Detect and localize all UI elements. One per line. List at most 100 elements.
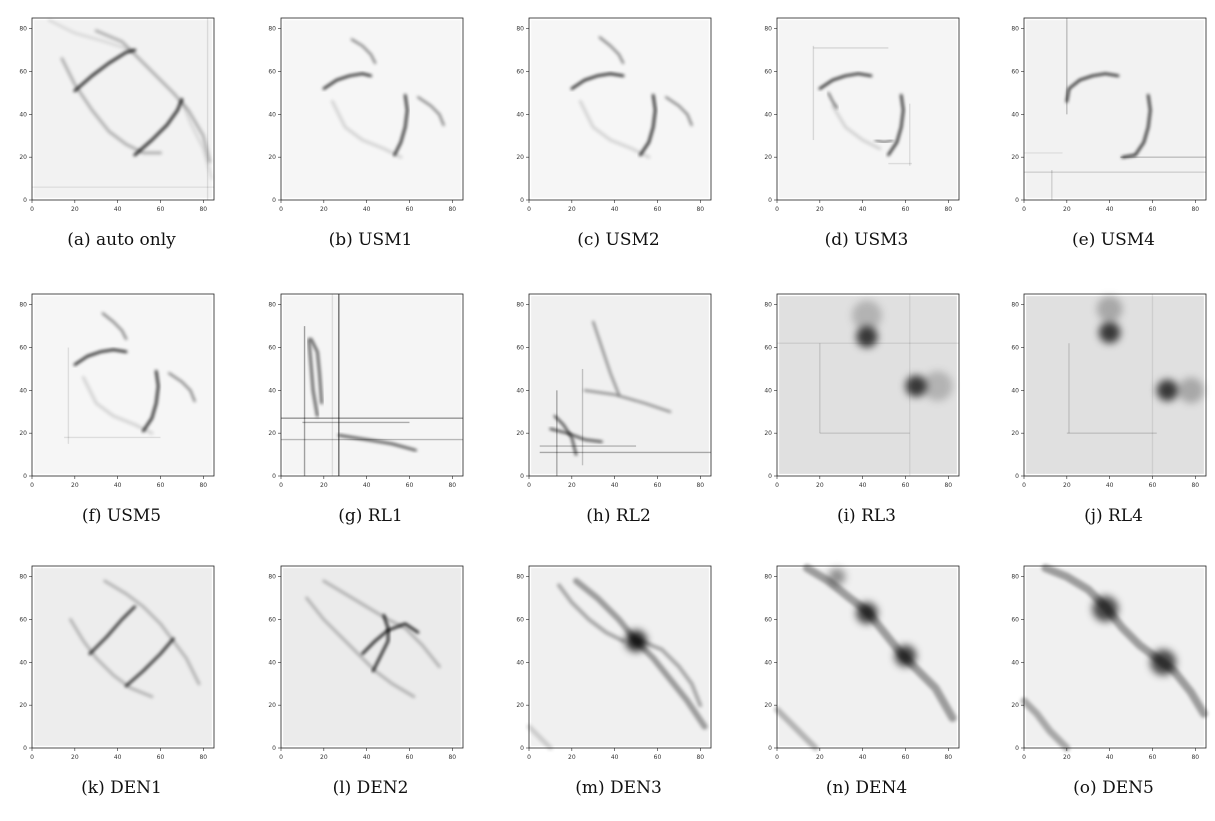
y-tick-label: 40 (19, 387, 27, 394)
x-tick-label: 20 (71, 754, 79, 761)
background-haze (283, 296, 461, 474)
y-tick-label: 60 (516, 69, 524, 76)
x-tick-label: 20 (816, 482, 824, 489)
x-tick-label: 60 (406, 482, 414, 489)
density-stroke (168, 372, 196, 403)
density-stroke (88, 605, 136, 655)
panel-caption: (i) RL3 (836, 506, 896, 526)
y-tick-label: 80 (516, 26, 524, 33)
plot-area (1024, 566, 1206, 748)
y-tick-label: 60 (268, 69, 276, 76)
panel: 0 20 40 60 80 0 20 40 60 80 (b) USM1 (249, 0, 492, 273)
density-blob (1156, 379, 1179, 402)
plot-area (529, 566, 711, 748)
panel-caption: (e) USM4 (1072, 230, 1155, 250)
y-tick-label: 20 (19, 702, 27, 709)
x-tick-label: 20 (71, 482, 79, 489)
y-tick-label: 60 (764, 345, 772, 352)
density-stroke (774, 706, 819, 751)
y-tick-label: 80 (268, 26, 276, 33)
density-stroke (1020, 697, 1071, 752)
panel: 0 20 40 60 80 0 20 40 60 80 (n) DEN4 (745, 548, 988, 821)
density-stroke (549, 427, 603, 443)
axes-frame (1023, 17, 1207, 201)
axes-frame (31, 565, 215, 749)
x-tick-label: 60 (157, 482, 165, 489)
density-stroke (322, 579, 441, 669)
density-stroke (337, 434, 417, 452)
x-tick-label: 60 (654, 482, 662, 489)
heatmap-plot: 0 20 40 60 80 0 20 40 60 80 (764, 564, 960, 761)
y-tick-label: 20 (268, 430, 276, 437)
panel-caption: (g) RL1 (338, 506, 403, 526)
density-stroke (60, 57, 162, 155)
x-tick-label: 60 (157, 754, 165, 761)
background-haze (34, 568, 212, 746)
x-tick-label: 80 (696, 206, 704, 213)
y-tick-label: 80 (764, 26, 772, 33)
y-tick-label: 20 (268, 702, 276, 709)
x-tick-label: 80 (1191, 754, 1199, 761)
panel: 0 20 40 60 80 0 20 40 60 80 (e) USM4 (992, 0, 1215, 273)
density-stroke (330, 100, 403, 159)
x-tick-label: 20 (816, 206, 824, 213)
axes-frame (280, 293, 464, 477)
x-tick-label: 20 (816, 754, 824, 761)
x-tick-label: 40 (363, 754, 371, 761)
density-stroke (1065, 72, 1120, 103)
x-tick-label: 60 (406, 206, 414, 213)
x-tick-label: 0 (279, 754, 283, 761)
panel-caption: (k) DEN1 (81, 778, 162, 798)
panel-caption: (a) auto only (67, 230, 176, 250)
y-tick-label: 0 (23, 745, 27, 752)
x-tick-label: 0 (279, 206, 283, 213)
y-tick-label: 0 (768, 197, 772, 204)
x-tick-label: 40 (363, 206, 371, 213)
background-haze (1026, 568, 1204, 746)
x-tick-label: 40 (114, 206, 122, 213)
panel: 0 20 40 60 80 0 20 40 60 80 (o) DEN5 (992, 548, 1215, 821)
y-tick-label: 60 (1011, 345, 1019, 352)
x-tick-label: 0 (775, 206, 779, 213)
y-tick-label: 80 (1011, 302, 1019, 309)
x-tick-label: 60 (654, 754, 662, 761)
density-blob (851, 300, 882, 331)
x-tick-label: 0 (279, 482, 283, 489)
x-tick-label: 60 (902, 754, 910, 761)
x-tick-label: 60 (1149, 754, 1157, 761)
y-tick-label: 60 (19, 345, 27, 352)
x-tick-label: 20 (320, 754, 328, 761)
density-stroke (393, 94, 409, 157)
plot-area (529, 294, 711, 476)
background-haze (779, 20, 957, 198)
x-tick-label: 60 (1149, 206, 1157, 213)
y-tick-label: 80 (516, 574, 524, 581)
y-tick-label: 80 (268, 302, 276, 309)
background-haze (1026, 20, 1204, 198)
y-tick-label: 0 (23, 473, 27, 480)
density-stroke (1121, 94, 1152, 159)
heatmap-plot: 0 20 40 60 80 0 20 40 60 80 (268, 17, 464, 213)
x-tick-label: 0 (30, 754, 34, 761)
density-stroke (578, 100, 651, 159)
x-tick-label: 80 (696, 754, 704, 761)
density-stroke (570, 72, 625, 90)
x-tick-label: 20 (71, 206, 79, 213)
x-tick-label: 20 (320, 206, 328, 213)
density-stroke (94, 29, 212, 163)
y-tick-label: 20 (764, 430, 772, 437)
y-tick-label: 0 (520, 473, 524, 480)
density-blob (905, 375, 927, 397)
x-tick-label: 0 (1022, 482, 1026, 489)
x-tick-label: 20 (1063, 754, 1071, 761)
plot-area (777, 566, 959, 748)
density-stroke (371, 614, 390, 673)
y-tick-label: 40 (268, 111, 276, 118)
background-haze (779, 568, 957, 746)
y-tick-label: 20 (1011, 154, 1019, 161)
x-tick-label: 20 (568, 482, 576, 489)
y-tick-label: 40 (19, 111, 27, 118)
y-tick-label: 60 (1011, 69, 1019, 76)
x-tick-label: 80 (199, 482, 207, 489)
